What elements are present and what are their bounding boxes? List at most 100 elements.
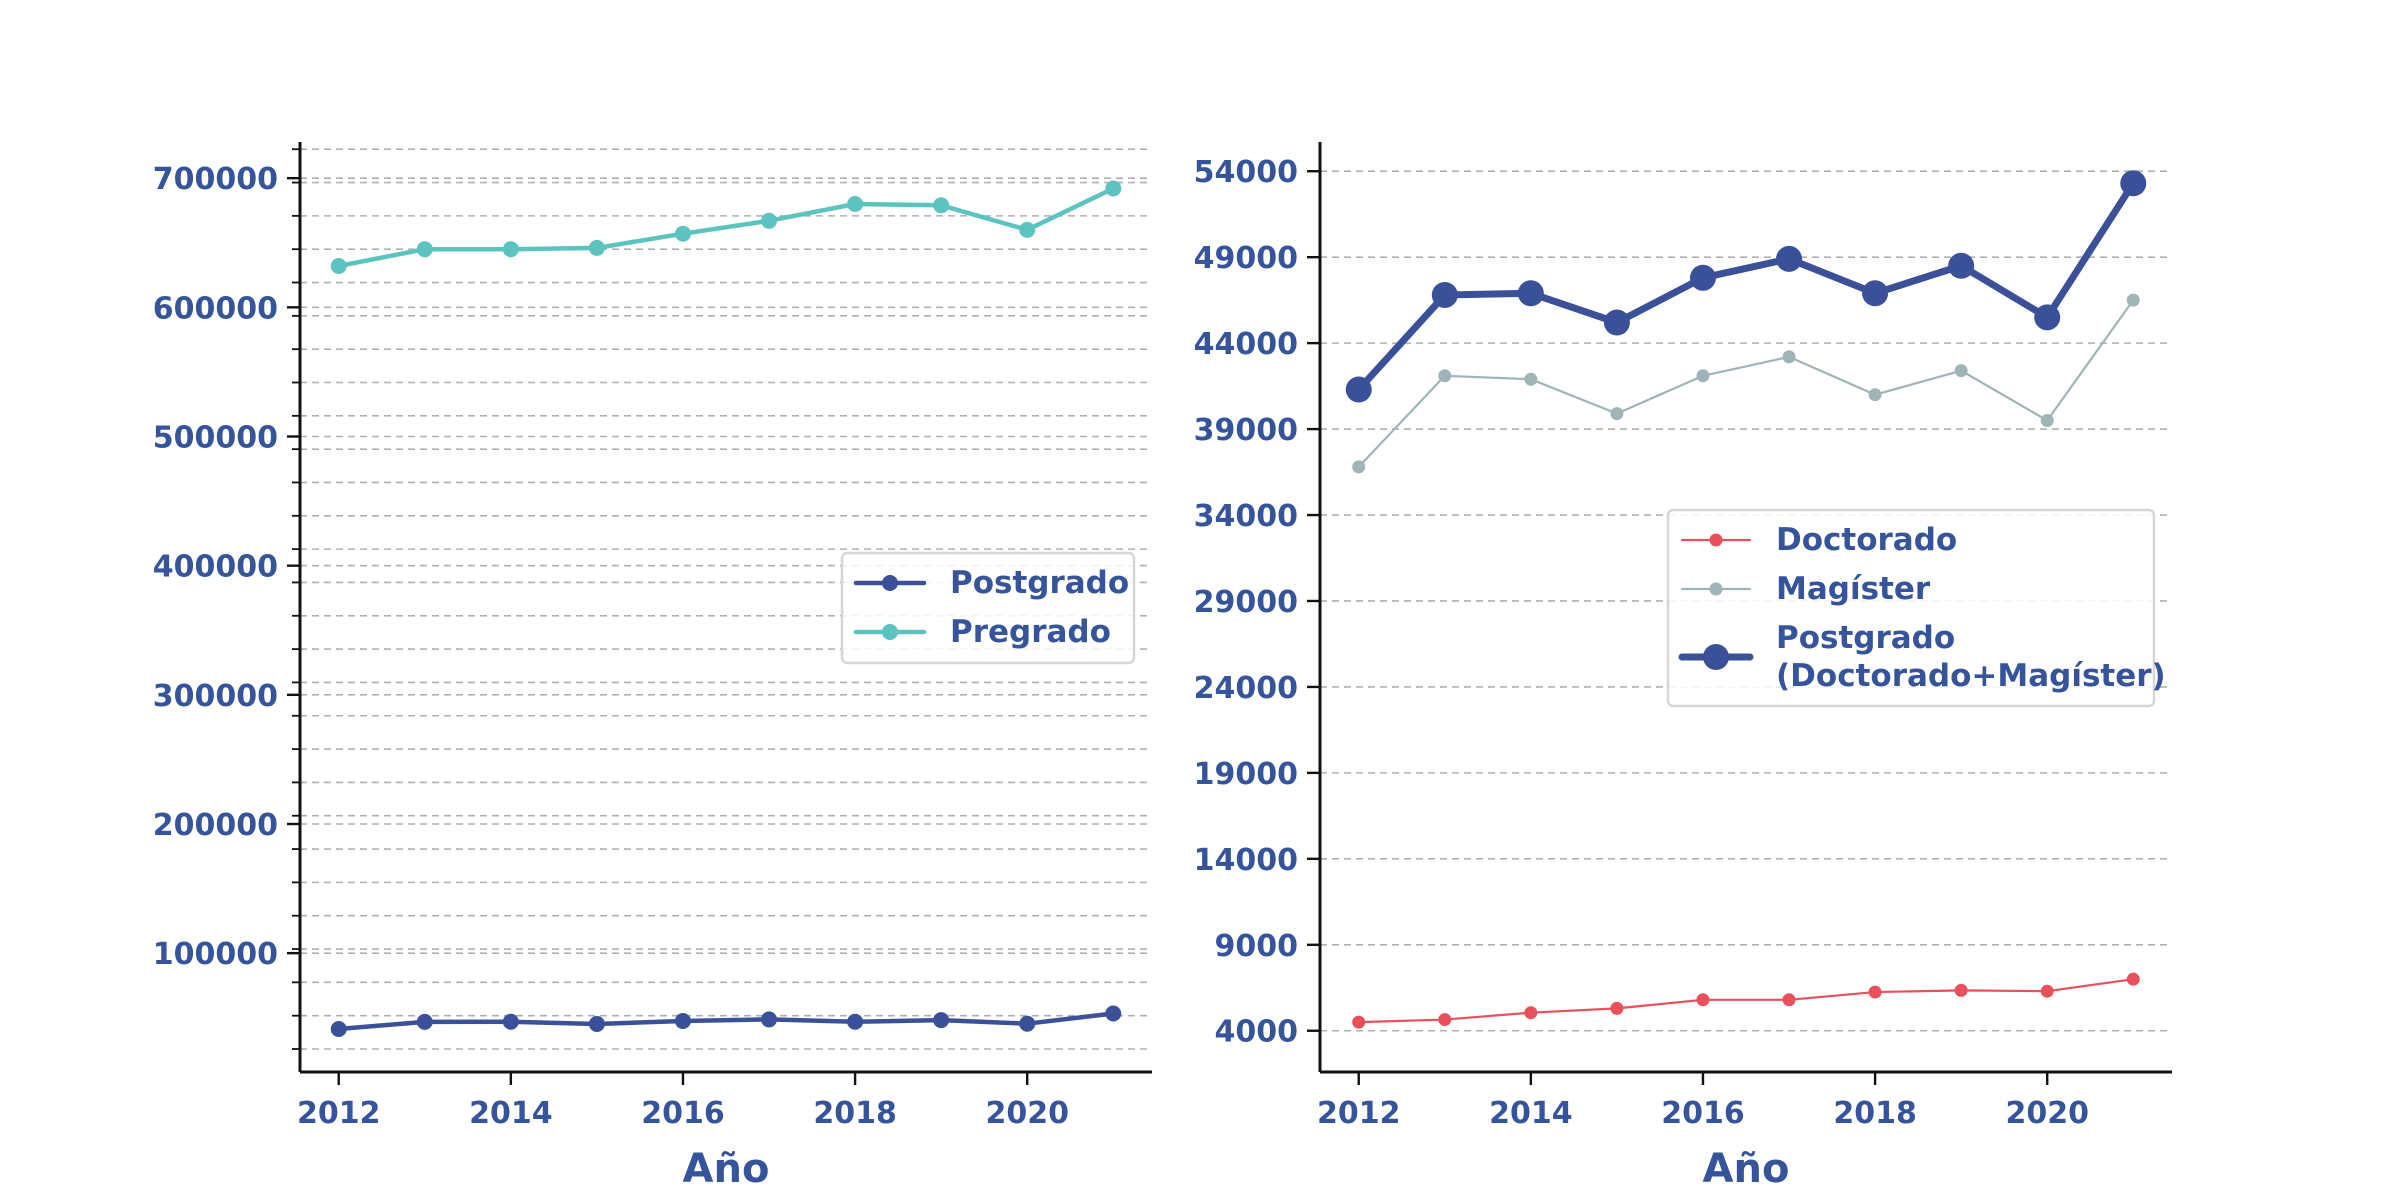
y-tick-label: 24000 [1194, 671, 1298, 706]
data-point [330, 1020, 347, 1037]
data-point [502, 241, 519, 258]
series-line [1357, 299, 2135, 468]
legend-marker [882, 575, 898, 591]
data-point [588, 239, 605, 256]
y-tick-label: 300000 [153, 679, 278, 714]
gridlines [292, 148, 1152, 1050]
data-point [1431, 281, 1458, 308]
data-point [1352, 460, 1366, 474]
data-point [1954, 983, 1968, 997]
data-point [933, 197, 950, 214]
data-point [502, 1013, 519, 1030]
data-point [2126, 293, 2140, 307]
series-2 [330, 180, 1122, 274]
y-tick-label: 49000 [1194, 241, 1298, 276]
legend-marker [882, 624, 898, 640]
data-point [1345, 376, 1372, 403]
data-point [1776, 245, 1803, 272]
data-point [1782, 993, 1796, 1007]
data-point [1610, 1001, 1624, 1015]
x-tick-label: 2020 [2005, 1096, 2089, 1131]
x-tick-label: 2014 [469, 1096, 553, 1131]
y-tick-label: 500000 [153, 421, 278, 456]
x-tick-label: 2012 [1317, 1096, 1401, 1131]
y-tick-label: 100000 [153, 937, 278, 972]
legend-box [840, 551, 1136, 665]
y-tick-label: 34000 [1194, 499, 1298, 534]
data-point [416, 241, 433, 258]
data-point [1019, 221, 1036, 238]
data-point [1603, 309, 1630, 336]
y-tick-label: 29000 [1194, 585, 1298, 620]
chart-panel-1: 100000 200000 300000 400000 500000 600000 7000… [153, 142, 1152, 1192]
data-point [1438, 1013, 1452, 1027]
x-axis-label: Año [683, 1146, 770, 1192]
x-tick-label: 2016 [641, 1096, 725, 1131]
y-tick-label: 44000 [1194, 327, 1298, 362]
series-2 [1352, 293, 2140, 474]
data-point [847, 1013, 864, 1030]
legend-box [1666, 508, 2156, 708]
data-point [1696, 993, 1710, 1007]
data-point [2126, 972, 2140, 986]
y-tick-label: 600000 [153, 291, 278, 326]
legend-label: Postgrado (Doctorado+Magíster) [1776, 620, 2166, 694]
data-point [2040, 413, 2054, 427]
legend-marker [1709, 533, 1723, 547]
chart-panel-2: 4000 9000 14000 19000 24000 29000 34000 39000 44… [1194, 142, 2172, 1192]
y-tick-label: 200000 [153, 808, 278, 843]
data-point [330, 258, 347, 274]
data-point [1524, 372, 1538, 386]
x-axis-label: Año [1703, 1146, 1790, 1192]
y-tick-label: 400000 [153, 550, 278, 585]
data-point [1868, 388, 1882, 402]
series-line [1355, 179, 2137, 394]
series-1 [330, 1005, 1122, 1037]
y-tick-label: 39000 [1194, 413, 1298, 448]
legend: Postgrado Pregrado [840, 551, 1136, 665]
data-point [1782, 350, 1796, 364]
data-point [1019, 1015, 1036, 1032]
y-tick-label: 4000 [1215, 1015, 1299, 1050]
data-point [1524, 1006, 1538, 1020]
y-tick-label: 14000 [1194, 843, 1298, 878]
series-line [1357, 978, 2135, 1024]
legend-label: Pregrado [950, 614, 1111, 650]
y-tick-label: 700000 [153, 162, 278, 197]
x-tick-label: 2016 [1661, 1096, 1745, 1131]
y-tick-label: 9000 [1215, 929, 1299, 964]
data-point [674, 1012, 691, 1029]
data-point [1868, 985, 1882, 999]
data-point [933, 1012, 950, 1029]
x-tick-label: 2018 [813, 1096, 897, 1131]
data-point [1438, 369, 1452, 383]
x-tick-label: 2018 [1833, 1096, 1917, 1131]
data-point [2034, 304, 2061, 331]
data-point [847, 196, 864, 212]
data-point [761, 212, 778, 229]
series-1 [1352, 972, 2140, 1029]
data-point [1862, 280, 1889, 307]
legend: Doctorado Magíster Postgrado (Doctorado+Mag… [1666, 508, 2166, 708]
data-point [1610, 407, 1624, 421]
data-point [674, 225, 691, 242]
x-tick-label: 2012 [297, 1096, 381, 1131]
data-point [1352, 1015, 1366, 1029]
data-point [1954, 364, 1968, 378]
data-point [761, 1011, 778, 1028]
y-tick-label: 54000 [1194, 155, 1298, 190]
legend-marker [1703, 644, 1729, 670]
data-point [1948, 252, 1975, 279]
y-tick-label: 19000 [1194, 757, 1298, 792]
data-point [1517, 280, 1544, 307]
legend-label: Postgrado [950, 565, 1129, 601]
x-tick-label: 2020 [985, 1096, 1069, 1131]
data-point [1105, 1005, 1122, 1022]
legend-label: Magíster [1776, 571, 1931, 607]
data-point [416, 1013, 433, 1030]
data-point [1696, 369, 1710, 383]
data-point [1105, 180, 1122, 197]
x-tick-label: 2014 [1489, 1096, 1573, 1131]
